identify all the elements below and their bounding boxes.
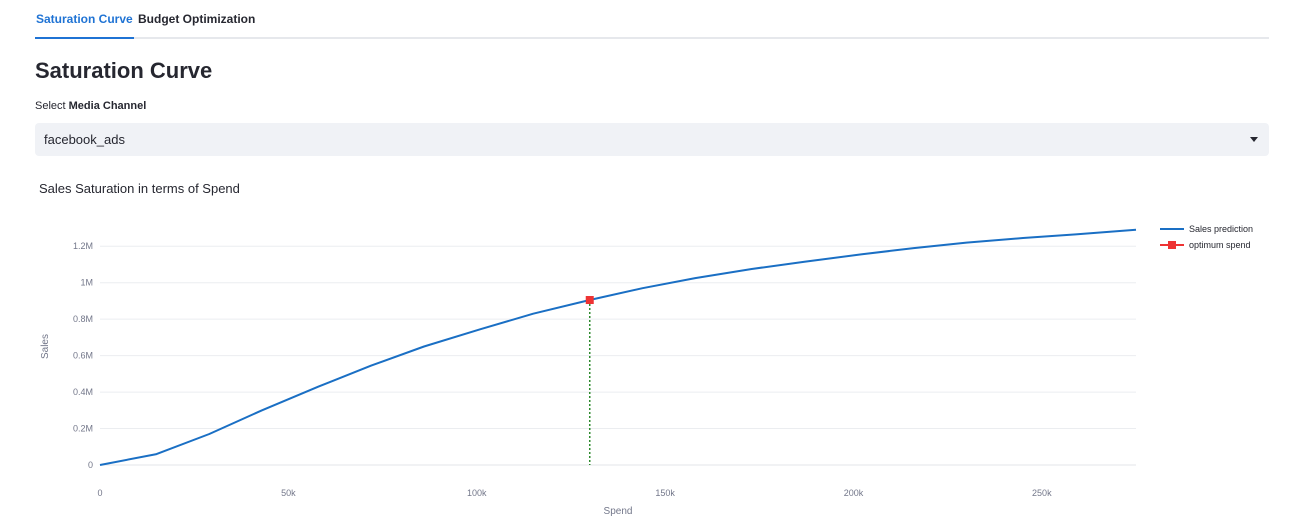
legend-label-optimum-spend[interactable]: optimum spend xyxy=(1189,240,1251,250)
y-tick-label: 0.8M xyxy=(73,314,93,324)
x-tick-label: 200k xyxy=(844,488,864,498)
page-title: Saturation Curve xyxy=(35,58,213,83)
media-channel-select[interactable]: facebook_ads xyxy=(35,123,1269,156)
y-tick-label: 0 xyxy=(88,460,93,470)
x-tick-label: 100k xyxy=(467,488,487,498)
y-tick-label: 0.6M xyxy=(73,351,93,361)
y-tick-label: 0.4M xyxy=(73,387,93,397)
tab-bar: Saturation Curve Budget Optimization xyxy=(35,0,1269,39)
x-tick-label: 50k xyxy=(281,488,296,498)
legend-swatch-optimum-marker xyxy=(1168,241,1176,249)
y-tick-label: 1.2M xyxy=(73,241,93,251)
y-tick-label: 1M xyxy=(80,278,93,288)
x-axis-title: Spend xyxy=(604,506,633,517)
x-tick-label: 150k xyxy=(655,488,675,498)
chevron-down-icon[interactable] xyxy=(1250,137,1258,142)
optimum-spend-marker[interactable] xyxy=(585,296,594,305)
sales-prediction-line xyxy=(99,228,1137,466)
x-tick-label: 250k xyxy=(1032,488,1052,498)
legend-label-sales-prediction[interactable]: Sales prediction xyxy=(1189,224,1253,234)
tab-budget-optimization[interactable]: Budget Optimization xyxy=(138,12,256,26)
x-tick-label: 0 xyxy=(97,488,102,498)
select-label: Select Media Channel xyxy=(35,100,146,112)
select-label-prefix: Select xyxy=(35,100,69,112)
y-tick-label: 0.2M xyxy=(73,424,93,434)
tab-saturation-curve[interactable]: Saturation Curve xyxy=(35,12,134,39)
chart-title: Sales Saturation in terms of Spend xyxy=(39,181,240,196)
select-label-bold: Media Channel xyxy=(68,100,147,112)
select-value: facebook_ads xyxy=(44,132,125,147)
y-axis-title: Sales xyxy=(40,334,51,359)
